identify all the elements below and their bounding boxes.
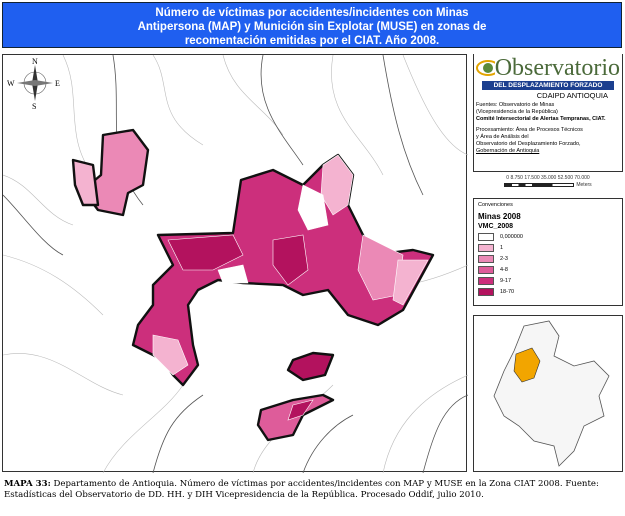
scale-bar: 0 8.750 17.500 35.000 52.500 70.000 Mete…: [473, 175, 623, 193]
legend-label: 2-3: [500, 256, 508, 262]
legend-label: 18-70: [500, 289, 515, 295]
processing-line: Gobernación de Antioquia: [476, 148, 540, 154]
legend-swatch: [478, 277, 494, 285]
colombia-inset-map: [473, 315, 623, 472]
legend-heading: Convenciones: [478, 202, 513, 208]
legend-label: 1: [500, 245, 504, 251]
compass-w: W: [7, 79, 15, 88]
processing-line: y Área de Análisis del: [476, 134, 529, 140]
legend-swatch: [478, 233, 494, 241]
compass-n: N: [32, 57, 38, 66]
legend-item: 1: [478, 244, 618, 252]
title-line: recomentación emitidas por el CIAT. Año …: [184, 35, 440, 47]
antioquia-map: N S E W: [2, 54, 469, 474]
legend-swatch: [478, 266, 494, 274]
title-line: Número de víctimas por accidentes/incide…: [155, 7, 469, 19]
legend-swatch: [478, 255, 494, 263]
inset-canvas: [493, 320, 610, 467]
processing-line: Procesamiento: Área de Procesos Técnicos: [476, 127, 583, 133]
org-name: CDAIPD ANTIOQUIA: [536, 91, 608, 100]
legend-item: 4-8: [478, 266, 618, 274]
processing-line: Observatorio del Desplazamiento Forzado,: [476, 141, 581, 147]
scale-ticks: 0 8.750 17.500 35.000 52.500 70.000: [506, 175, 590, 181]
legend-swatch: [478, 244, 494, 252]
antioquia-highlight: [513, 347, 541, 383]
legend-item: 2-3: [478, 255, 618, 263]
caption-label: MAPA 33:: [4, 479, 51, 489]
zone-municipalities: [152, 154, 429, 421]
caption-text: Departamento de Antioquia. Número de víc…: [4, 479, 599, 500]
legend-swatch: [478, 288, 494, 296]
north-arrow: N S E W: [7, 57, 60, 111]
title-line: Antipersona (MAP) y Munición sin Explota…: [137, 21, 487, 33]
compass-s: S: [32, 102, 36, 111]
eye-logo-icon: [476, 60, 495, 76]
zone-east-pocket: [286, 351, 335, 382]
legend-title: Minas 2008: [478, 212, 521, 221]
sources-line: (Vicepresidencia de la República): [476, 109, 558, 115]
legend-label: 9-17: [500, 278, 512, 284]
scale-graphic: [504, 183, 575, 187]
legend-item: 0,000000: [478, 233, 618, 241]
sources-line: Fuentes: Observatorio de Minas: [476, 102, 555, 108]
logo-band: DEL DESPLAZAMIENTO FORZADO: [482, 81, 614, 90]
zone-uraba-west: [71, 158, 100, 207]
map-caption: MAPA 33: Departamento de Antioquia. Núme…: [4, 479, 619, 501]
colombia-outline: [493, 320, 610, 467]
legend: Convenciones Minas 2008 VMC_2008 0,00000…: [473, 198, 623, 306]
legend-field: VMC_2008: [478, 223, 514, 230]
sources-line: Comité Intersectorial de Alertas Tempran…: [476, 116, 606, 122]
info-panel: Observatorio DEL DESPLAZAMIENTO FORZADO …: [473, 54, 623, 172]
legend-item: 9-17: [478, 277, 618, 285]
compass-e: E: [55, 79, 60, 88]
scale-unit: Meters: [576, 182, 592, 188]
legend-item: 18-70: [478, 288, 618, 296]
observatorio-logo: Observatorio: [476, 56, 620, 80]
map-canvas: N S E W: [2, 54, 469, 474]
legend-label: 0,000000: [500, 234, 523, 240]
logo-word: Observatorio: [494, 55, 620, 81]
map-title: Número de víctimas por accidentes/incide…: [2, 2, 622, 48]
legend-label: 4-8: [500, 267, 508, 273]
